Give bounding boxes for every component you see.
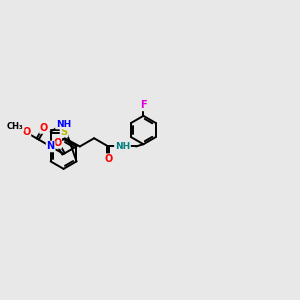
Text: O: O bbox=[53, 138, 61, 148]
Text: NH: NH bbox=[115, 142, 130, 151]
Text: O: O bbox=[104, 154, 112, 164]
Text: N: N bbox=[46, 142, 55, 152]
Text: O: O bbox=[22, 128, 30, 137]
Text: S: S bbox=[61, 127, 68, 136]
Text: CH₃: CH₃ bbox=[7, 122, 24, 130]
Text: F: F bbox=[140, 100, 147, 110]
Text: O: O bbox=[40, 123, 48, 133]
Text: NH: NH bbox=[56, 120, 71, 129]
